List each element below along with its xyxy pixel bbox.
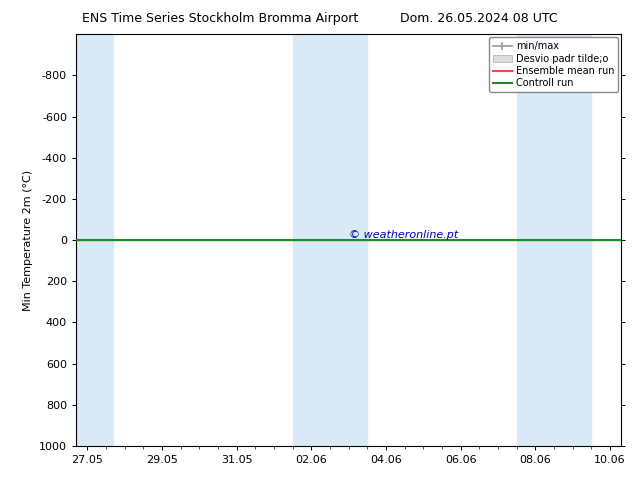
Text: Dom. 26.05.2024 08 UTC: Dom. 26.05.2024 08 UTC [400, 12, 558, 25]
Bar [293, 34, 367, 446]
Bar [517, 34, 592, 446]
Bar [76, 34, 113, 446]
Legend: min/max, Desvio padr tilde;o, Ensemble mean run, Controll run: min/max, Desvio padr tilde;o, Ensemble m… [489, 37, 618, 92]
Y-axis label: Min Temperature 2m (°C): Min Temperature 2m (°C) [23, 170, 34, 311]
Text: ENS Time Series Stockholm Bromma Airport: ENS Time Series Stockholm Bromma Airport [82, 12, 359, 25]
Text: © weatheronline.pt: © weatheronline.pt [349, 230, 458, 240]
